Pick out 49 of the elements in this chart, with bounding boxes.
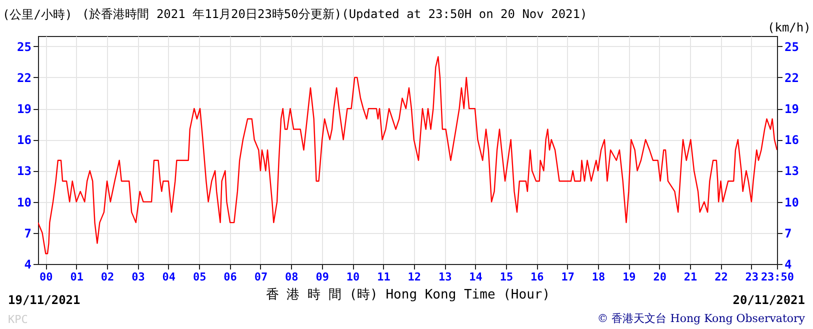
y-tick-label: 25 [17, 40, 32, 54]
y2-tick-label: 13 [784, 164, 799, 178]
y-tick-label: 16 [17, 133, 32, 148]
x-tick-label: 02 [100, 270, 114, 284]
chart-title: (於香港時間 2021 年11月20日23時50分更新)(Updated at 23:50H on 20 Nov 2021) [82, 7, 588, 21]
y-tick-label: 19 [17, 102, 32, 116]
y-axis-title: (公里/小時) [2, 8, 72, 22]
x-tick-label: 04 [162, 270, 176, 284]
y-tick-label: 10 [17, 195, 32, 210]
x-tick-label: 01 [70, 270, 84, 284]
line-series [38, 56, 777, 254]
x-axis-title: 香 港 時 間 (時) Hong Kong Time (Hour) [266, 288, 550, 302]
x-tick-label: 09 [316, 270, 329, 284]
x-tick-label: 16 [530, 270, 544, 284]
x-tick-label: 18 [592, 270, 606, 284]
x-tick-label: 22 [714, 270, 728, 284]
x-tick-label: 11 [377, 270, 391, 284]
x-tick-label: 06 [224, 270, 238, 284]
x-tick-label: 23:50 [760, 270, 794, 284]
x-tick-label: 20 [653, 270, 666, 284]
y2-tick-label: 25 [784, 40, 799, 54]
y2-tick-label: 4 [784, 258, 792, 272]
y-tick-label: 22 [17, 70, 32, 85]
x-tick-label: 00 [40, 270, 53, 284]
y2-tick-label: 10 [784, 195, 799, 210]
x-tick-label: 07 [254, 270, 268, 284]
y2-axis-title: (km/h) [768, 20, 811, 34]
y2-tick-label: 7 [784, 226, 792, 240]
x-tick-label: 17 [561, 270, 574, 284]
text: © 香港天文台 Hong Kong Observatory [597, 312, 806, 325]
text: 20/11/2021 [732, 293, 805, 307]
x-tick-label: 12 [408, 270, 422, 284]
y2-tick-label: 22 [784, 70, 799, 85]
x-tick-label: 14 [469, 270, 483, 284]
x-tick-label: 13 [438, 270, 452, 284]
text: 19/11/2021 [8, 293, 80, 307]
x-tick-label: 03 [132, 270, 145, 284]
x-tick-label: 21 [684, 270, 698, 284]
x-tick-label: 19 [622, 270, 636, 284]
x-tick-label: 15 [500, 270, 514, 284]
x-tick-label: 10 [346, 270, 360, 284]
y-tick-label: 13 [17, 164, 32, 178]
y-tick-label: 7 [24, 226, 32, 240]
x-tick-label: 23 [745, 270, 759, 284]
x-tick-label: 05 [192, 270, 206, 284]
y2-tick-label: 16 [784, 133, 799, 148]
y2-tick-label: 19 [784, 102, 799, 116]
y-tick-label: 4 [24, 258, 32, 272]
x-tick-label: 08 [285, 270, 298, 284]
